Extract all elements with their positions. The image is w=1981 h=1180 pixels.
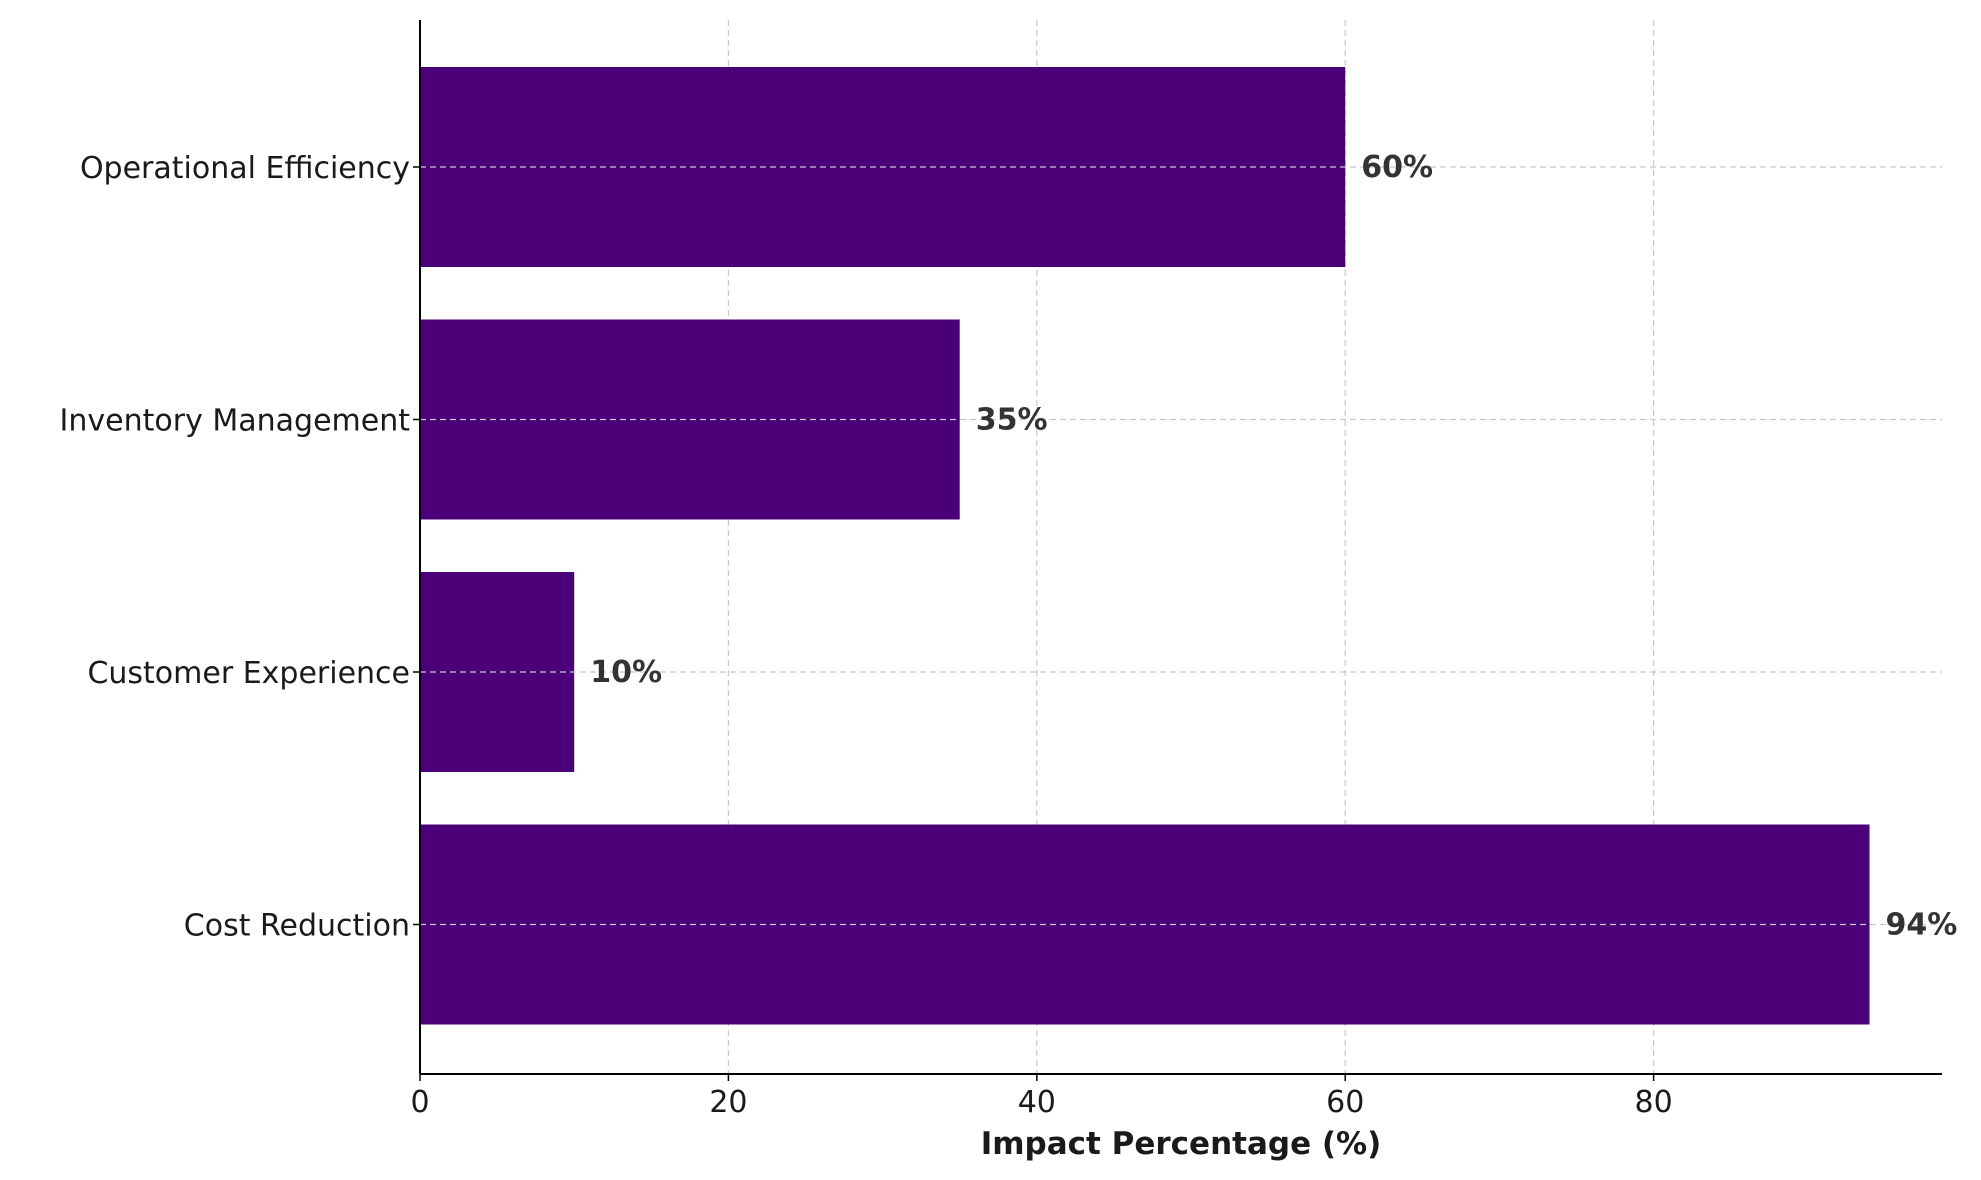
category-grid-lines	[420, 166, 1942, 926]
x-tick-label: 0	[410, 1085, 429, 1120]
axes	[413, 20, 1942, 1081]
category-label: Customer Experience	[87, 656, 410, 691]
bars	[420, 67, 1870, 1025]
x-axis-title: Impact Percentage (%)	[981, 1126, 1382, 1162]
x-tick-label: 20	[709, 1085, 747, 1120]
category-label: Operational Efficiency	[80, 151, 410, 186]
value-label: 10%	[590, 655, 662, 690]
category-label: Inventory Management	[60, 404, 411, 439]
x-tick-label: 80	[1635, 1085, 1673, 1120]
value-label: 60%	[1361, 150, 1433, 185]
x-tick-label: 40	[1018, 1085, 1056, 1120]
x-tick-label: 60	[1326, 1085, 1364, 1120]
value-label: 35%	[976, 403, 1048, 438]
bar	[420, 319, 960, 520]
value-label: 94%	[1886, 908, 1958, 943]
category-label: Cost Reduction	[184, 909, 410, 944]
labels: 0 20 40 60 80 Operational Efficiency Inventory…	[60, 150, 1958, 1120]
